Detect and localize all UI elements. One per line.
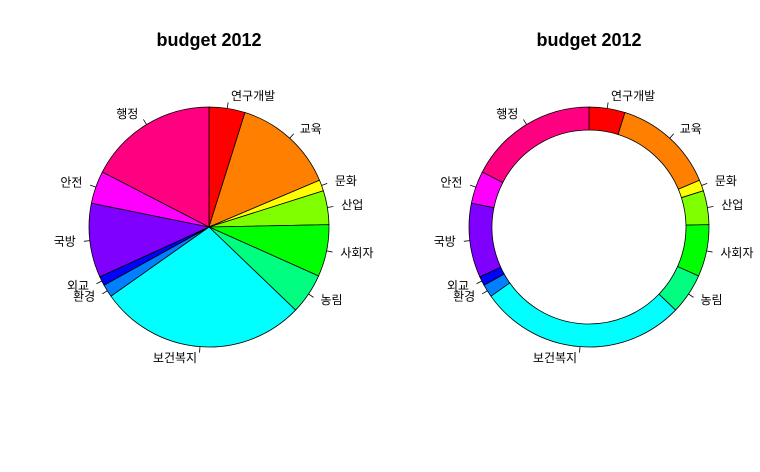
slice-label: 연구개발: [231, 89, 275, 103]
pie-slice: [110, 226, 297, 348]
slice-label: 환경: [73, 290, 95, 304]
slice-label: 산업: [341, 198, 363, 212]
slice-label: 안전: [60, 176, 82, 190]
label-tick: [289, 133, 295, 139]
slice-label: 산업: [721, 198, 743, 212]
slice-label: 국방: [54, 234, 76, 248]
label-tick: [143, 119, 147, 125]
label-tick: [606, 102, 609, 109]
slice-label: 환경: [453, 290, 475, 304]
slice-label: 행정: [116, 106, 138, 121]
label-tick: [701, 182, 708, 186]
donut-slice: [481, 106, 590, 184]
slice-label: 사회자: [720, 246, 753, 260]
slice-label: 외교: [67, 279, 89, 293]
slice-label: 사회자: [340, 246, 373, 260]
slice-label: 교육: [300, 122, 322, 136]
slice-label: 국방: [434, 234, 456, 248]
slice-label: 연구개발: [611, 89, 655, 103]
pie-slice: [88, 202, 211, 278]
label-tick: [327, 206, 334, 208]
slice-label: 안전: [440, 176, 462, 190]
pie-slice: [208, 112, 321, 228]
pie-slice: [101, 106, 210, 228]
label-tick: [706, 250, 713, 253]
label-tick: [707, 206, 714, 208]
label-tick: [470, 184, 476, 188]
label-tick: [96, 280, 103, 285]
label-tick: [83, 240, 90, 242]
label-tick: [321, 182, 328, 186]
slice-label: 농림: [321, 293, 343, 307]
slice-label: 보건복지: [153, 351, 197, 365]
chart-title: budget 2012: [536, 30, 641, 50]
slice-label: 행정: [496, 106, 518, 121]
label-tick: [226, 102, 229, 109]
chart-title: budget 2012: [156, 30, 261, 50]
label-tick: [90, 184, 96, 188]
label-tick: [476, 280, 483, 285]
label-tick: [669, 133, 675, 139]
slice-label: 농림: [701, 293, 723, 307]
label-tick: [326, 250, 333, 253]
slice-label: 외교: [447, 279, 469, 293]
label-tick: [523, 119, 527, 125]
slice-label: 보건복지: [533, 351, 577, 365]
slice-label: 교육: [680, 122, 702, 136]
label-tick: [463, 240, 470, 242]
label-tick: [102, 290, 108, 295]
label-tick: [308, 293, 314, 298]
label-tick: [688, 293, 694, 298]
label-tick: [482, 290, 488, 295]
slice-label: 문화: [335, 174, 357, 188]
slice-label: 문화: [715, 174, 737, 188]
